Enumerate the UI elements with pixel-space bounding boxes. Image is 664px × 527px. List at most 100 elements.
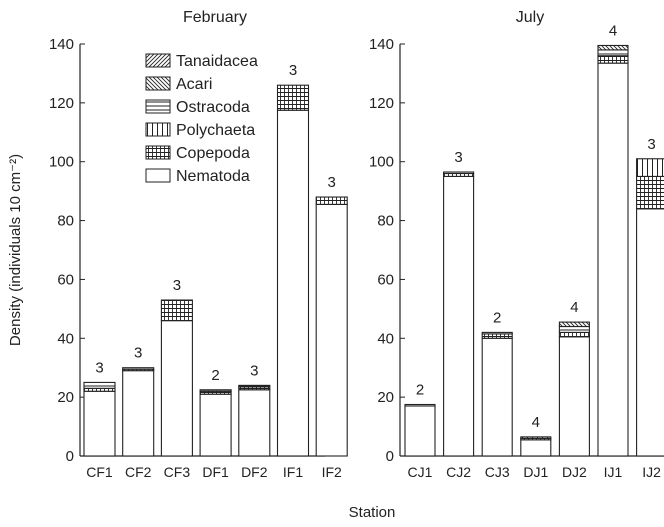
y-tick-label: 80 xyxy=(377,213,394,230)
bar-count-label: 2 xyxy=(416,382,424,399)
bar-count-label: 2 xyxy=(493,309,501,326)
legend-swatch-acari xyxy=(145,76,171,91)
bar-count-label: 4 xyxy=(609,22,617,39)
bar-segment-polychaeta xyxy=(636,158,664,177)
bar-segment-copepoda xyxy=(481,333,513,339)
bar-ij1: 4 xyxy=(597,22,629,457)
bar-segment-copepoda xyxy=(558,331,590,338)
legend-label-nematoda: Nematoda xyxy=(176,168,250,185)
bar-count-label: 2 xyxy=(211,367,219,384)
bar-count-label: 3 xyxy=(454,149,462,166)
bar-cj1: 2 xyxy=(404,382,436,457)
bar-segment-nematoda xyxy=(558,336,590,457)
panel-july: July 0 20 40 60 80 100 120 140 CJ1 2 CJ2 3 CJ3 2 DJ1 4 DJ… xyxy=(369,9,664,480)
bar-segment-nematoda xyxy=(199,393,232,457)
y-tick-label: 120 xyxy=(49,95,74,112)
bar-segment-copepoda xyxy=(636,175,664,210)
x-tick-label: CF3 xyxy=(164,464,191,480)
bar-segment-nematoda xyxy=(276,109,310,457)
y-tick-label: 40 xyxy=(377,330,394,347)
bar-segment-nematoda xyxy=(597,62,629,457)
bar-segment-nematoda xyxy=(238,389,271,457)
legend-label-ostracoda: Ostracoda xyxy=(176,99,250,116)
bar-if1: 3 xyxy=(276,62,310,457)
y-tick-label: 100 xyxy=(369,154,394,171)
bar-segment-copepoda xyxy=(160,299,193,322)
x-tick-label: CJ2 xyxy=(446,464,471,480)
y-tick-label: 140 xyxy=(49,36,74,53)
legend: Tanaidacea Acari Ostracoda Polychaeta Copepo… xyxy=(145,53,258,185)
y-tick-label: 20 xyxy=(377,389,394,406)
y-tick-label: 20 xyxy=(57,389,74,406)
bar-count-label: 4 xyxy=(570,299,578,316)
bar-segment-ostracoda xyxy=(83,381,116,389)
legend-label-acari: Acari xyxy=(176,76,212,93)
bar-count-label: 3 xyxy=(289,62,297,79)
x-tick-label: CJ1 xyxy=(408,464,433,480)
bar-segment-nematoda xyxy=(83,390,116,457)
x-tick-label: CF2 xyxy=(125,464,152,480)
bar-cf1: 3 xyxy=(83,359,116,457)
bar-segment-copepoda xyxy=(315,196,348,205)
bar-df1: 2 xyxy=(199,367,232,457)
y-tick-label: 60 xyxy=(57,271,74,288)
bar-cj2: 3 xyxy=(443,149,475,457)
bar-if2: 3 xyxy=(315,174,348,457)
x-tick-label: DF1 xyxy=(202,464,229,480)
bar-segment-nematoda xyxy=(443,175,475,457)
x-tick-label: DJ1 xyxy=(523,464,548,480)
bar-segment-ostracoda xyxy=(122,367,155,370)
bar-segment-ostracoda xyxy=(199,389,232,392)
y-tick-label: 0 xyxy=(386,448,394,465)
bar-segment-acari xyxy=(558,321,590,328)
bar-segment-ostracoda xyxy=(597,49,629,57)
bar-segment-ostracoda xyxy=(481,331,513,335)
bar-segment-ostracoda xyxy=(443,171,475,175)
y-axis-title: Density (individuals 10 cm⁻²) xyxy=(7,154,24,346)
legend-swatch-ostracoda xyxy=(145,99,171,114)
bar-segment-polychaeta xyxy=(520,436,552,439)
bar-segment-nematoda xyxy=(481,337,513,457)
y-tick-label: 100 xyxy=(49,154,74,171)
legend-swatch-nematoda xyxy=(145,168,171,183)
bar-count-label: 3 xyxy=(647,136,655,153)
bar-segment-nematoda xyxy=(122,370,155,457)
legend-swatch-polychaeta xyxy=(145,122,171,137)
bar-count-label: 3 xyxy=(95,359,103,376)
bar-cf2: 3 xyxy=(122,345,155,457)
x-tick-label: IF1 xyxy=(283,464,303,480)
bar-count-label: 3 xyxy=(250,362,258,379)
legend-label-tanaidacea: Tanaidacea xyxy=(176,53,258,70)
legend-swatch-tanaidacea xyxy=(145,53,171,68)
bar-ij2: 3 xyxy=(636,136,664,457)
x-tick-label: DF2 xyxy=(241,464,268,480)
bar-count-label: 3 xyxy=(173,277,181,294)
y-tick-label: 80 xyxy=(57,213,74,230)
bar-segment-nematoda xyxy=(404,405,436,457)
bar-df2: 3 xyxy=(238,362,271,457)
bar-count-label: 3 xyxy=(328,174,336,191)
panel-title: July xyxy=(516,9,544,26)
y-tick-label: 40 xyxy=(57,330,74,347)
y-tick-label: 120 xyxy=(369,95,394,112)
bar-segment-acari xyxy=(597,44,629,51)
x-tick-label: IJ1 xyxy=(604,464,623,480)
bar-segment-copepoda xyxy=(597,55,629,64)
bar-segment-ostracoda xyxy=(404,403,436,407)
bar-segment-ostracoda xyxy=(558,325,590,333)
y-tick-label: 60 xyxy=(377,271,394,288)
bar-segment-nematoda xyxy=(315,203,348,457)
x-tick-label: DJ2 xyxy=(562,464,587,480)
legend-label-polychaeta: Polychaeta xyxy=(176,122,255,139)
x-tick-label: CJ3 xyxy=(485,464,510,480)
bar-segment-nematoda xyxy=(160,320,193,457)
bar-segment-ostracoda xyxy=(238,384,271,388)
panel-february: February 0 20 40 60 80 100 120 140 CF1 3 CF2 3 CF3 3 DF… xyxy=(49,9,348,480)
panel-title: February xyxy=(183,9,247,26)
x-tick-label: IJ2 xyxy=(642,464,661,480)
y-tick-label: 140 xyxy=(369,36,394,53)
bar-segment-nematoda xyxy=(520,439,552,457)
bar-count-label: 4 xyxy=(532,414,540,431)
x-axis-title: Station xyxy=(349,504,396,521)
